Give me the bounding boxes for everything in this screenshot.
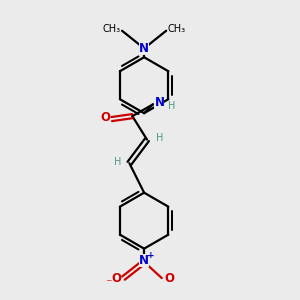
Text: N: N	[154, 96, 164, 110]
Text: N: N	[139, 254, 149, 267]
Text: O: O	[164, 272, 174, 285]
Text: CH₃: CH₃	[168, 24, 186, 34]
Text: O: O	[100, 111, 110, 124]
Text: H: H	[114, 157, 121, 167]
Text: N: N	[139, 42, 149, 55]
Text: H: H	[168, 101, 175, 111]
Text: +: +	[147, 251, 154, 260]
Text: CH₃: CH₃	[102, 24, 121, 34]
Text: O: O	[111, 272, 121, 285]
Text: H: H	[156, 133, 163, 143]
Text: ⁻: ⁻	[106, 277, 112, 290]
